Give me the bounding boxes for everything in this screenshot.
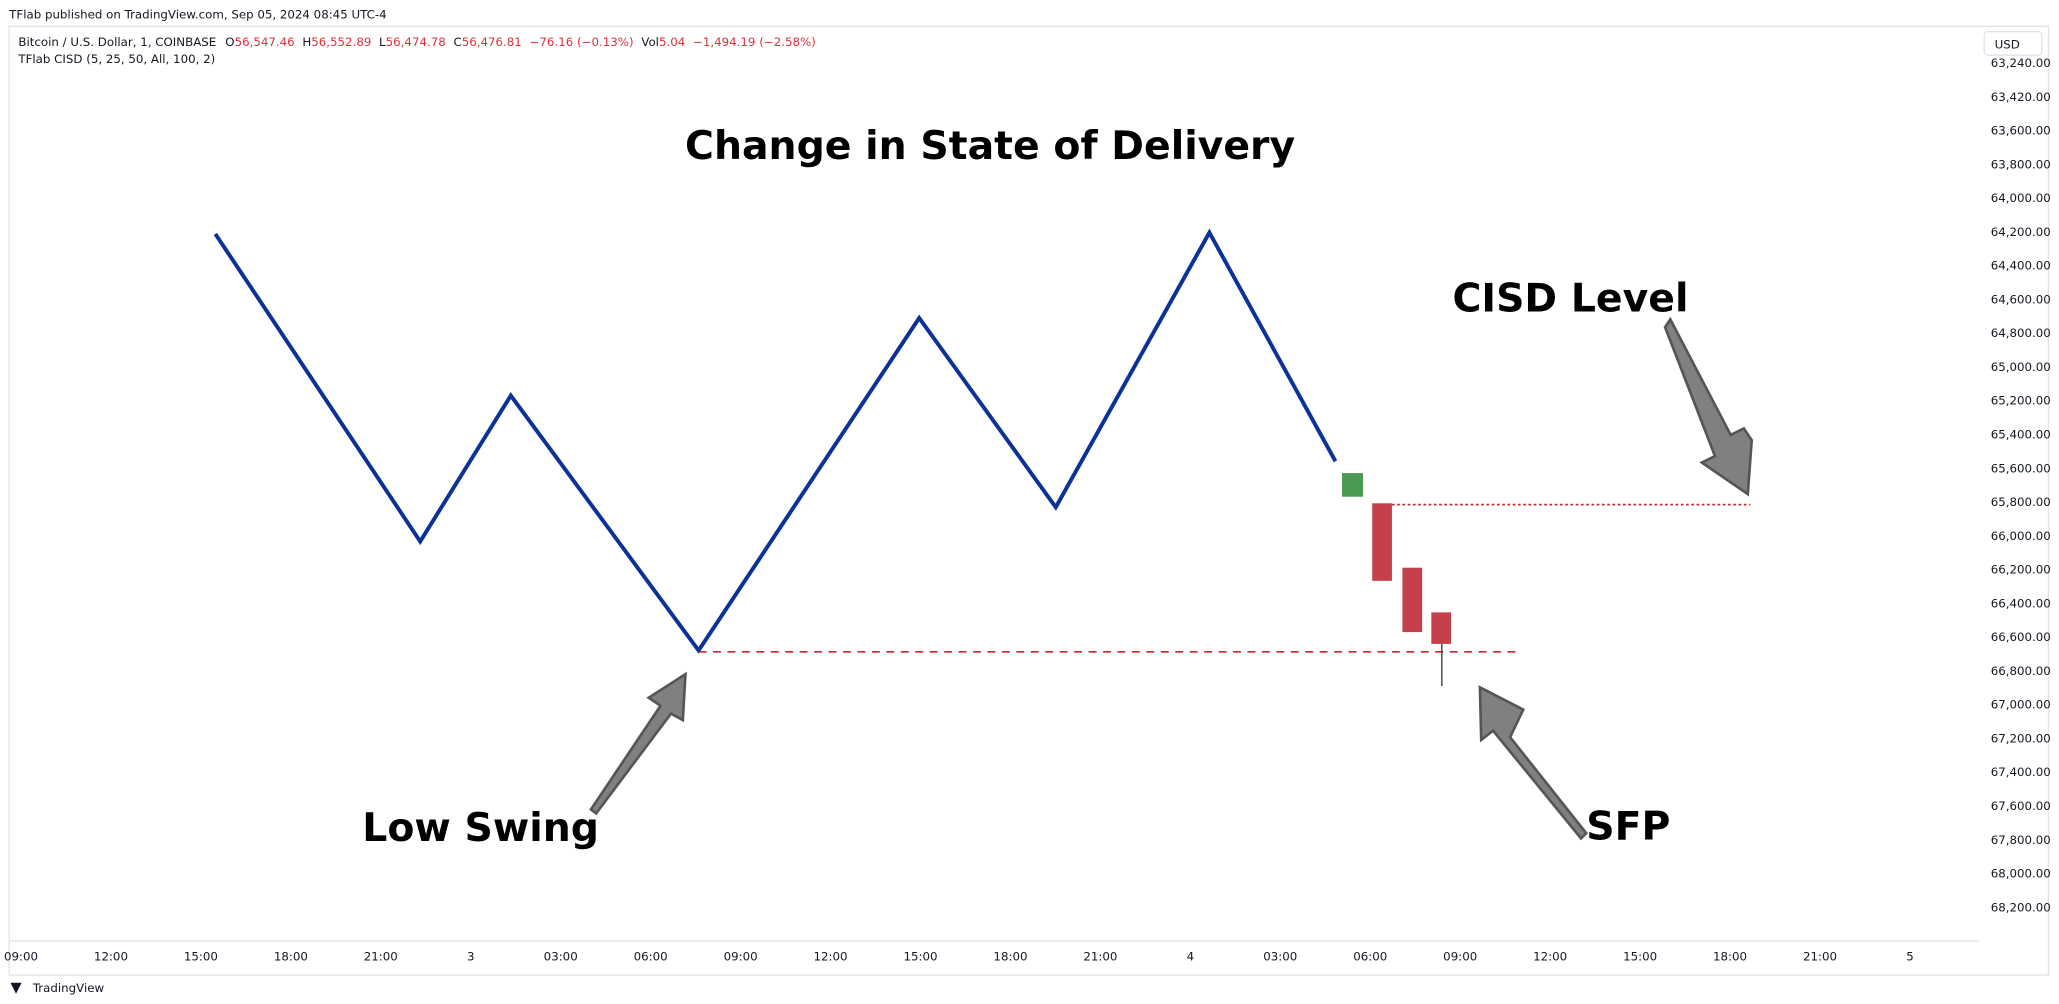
time-label: 18:00 — [274, 950, 308, 964]
price-label: 67,800.00 — [1991, 833, 2051, 847]
price-label: 64,000.00 — [1991, 191, 2051, 205]
time-label: 18:00 — [1713, 950, 1747, 964]
arrow-sfp — [1478, 685, 1589, 841]
time-label: 15:00 — [184, 950, 218, 964]
close: 56,476.81 — [462, 35, 522, 49]
price-label: 66,200.00 — [1991, 563, 2051, 577]
indicator: TFlab CISD (5, 25, 50, All, 100, 2) — [17, 52, 215, 66]
price-label: 67,000.00 — [1991, 698, 2051, 712]
price-label: 64,400.00 — [1991, 259, 2051, 273]
price-label: 65,200.00 — [1991, 394, 2051, 408]
low-label: L — [379, 35, 386, 49]
footer-logo: ▼ — [11, 980, 23, 996]
price-label: 63,800.00 — [1991, 157, 2051, 171]
time-label: 18:00 — [993, 950, 1027, 964]
candle-green — [1342, 473, 1364, 497]
high: 56,552.89 — [311, 35, 371, 49]
time-label: 3 — [467, 950, 475, 964]
time-label: 21:00 — [1083, 950, 1117, 964]
time-label: 03:00 — [544, 950, 578, 964]
price-label: 64,600.00 — [1991, 292, 2051, 306]
low: 56,474.78 — [386, 35, 446, 49]
zigzag-line — [213, 228, 1338, 654]
annotation-title: Change in State of Delivery — [685, 123, 1295, 169]
time-label: 21:00 — [1803, 950, 1837, 964]
price-label: 67,400.00 — [1991, 765, 2051, 779]
time-label: 06:00 — [634, 950, 668, 964]
price-label: 67,200.00 — [1991, 731, 2051, 745]
vol-label: Vol — [641, 35, 659, 49]
vol-change: −1,494.19 (−2.58%) — [693, 35, 816, 49]
high-label: H — [302, 35, 311, 49]
price-label: 68,000.00 — [1991, 867, 2051, 881]
legend-line: Bitcoin / U.S. Dollar, 1, COINBASE O56,5… — [18, 35, 815, 49]
time-label: 12:00 — [94, 950, 128, 964]
annotation-low-swing: Low Swing — [362, 805, 599, 851]
price-label: 64,800.00 — [1991, 326, 2051, 340]
time-label: 15:00 — [903, 950, 937, 964]
annotation-cisd: CISD Level — [1453, 275, 1689, 321]
price-label: 63,240.00 — [1991, 56, 2051, 70]
price-label: 66,400.00 — [1991, 596, 2051, 610]
open-label: O — [225, 35, 234, 49]
arrow-low-swing — [589, 671, 687, 816]
time-label: 5 — [1906, 950, 1914, 964]
open: 56,547.46 — [235, 35, 295, 49]
published-line: TFlab published on TradingView.com, Sep … — [8, 7, 386, 21]
change: −76.16 (−0.13%) — [530, 35, 634, 49]
price-label: 66,600.00 — [1991, 630, 2051, 644]
time-label: 4 — [1187, 950, 1195, 964]
currency-button[interactable] — [1983, 30, 2043, 56]
time-label: 12:00 — [814, 950, 848, 964]
time-label: 09:00 — [724, 950, 758, 964]
chart-frame — [8, 25, 2050, 976]
annotation-sfp: SFP — [1586, 804, 1670, 850]
currency[interactable]: USD — [1995, 38, 2020, 52]
vol: 5.04 — [659, 35, 685, 49]
time-label: 21:00 — [364, 950, 398, 964]
time-label: 03:00 — [1263, 950, 1297, 964]
price-label: 63,420.00 — [1991, 90, 2051, 104]
price-label: 67,600.00 — [1991, 799, 2051, 813]
candle-red — [1431, 612, 1452, 644]
price-axis: 63,240.00 63,420.00 63,600.00 63,800.00 64,0… — [1991, 56, 2051, 914]
price-label: 64,200.00 — [1991, 225, 2051, 239]
price-label: 65,600.00 — [1991, 461, 2051, 475]
price-label: 68,200.00 — [1991, 900, 2051, 914]
symbol: Bitcoin / U.S. Dollar, 1, COINBASE — [18, 35, 216, 49]
price-label: 63,600.00 — [1991, 124, 2051, 138]
price-label: 66,000.00 — [1991, 529, 2051, 543]
time-label: 15:00 — [1623, 950, 1657, 964]
arrow-cisd — [1663, 316, 1754, 497]
time-axis: 09:00 12:00 15:00 18:00 21:00 3 03:00 06:00 09:0… — [4, 950, 1914, 964]
time-label: 06:00 — [1353, 950, 1387, 964]
candle-red — [1372, 503, 1392, 581]
candle-red — [1402, 567, 1423, 633]
time-label: 12:00 — [1533, 950, 1567, 964]
price-label: 65,800.00 — [1991, 495, 2051, 509]
time-label: 09:00 — [1443, 950, 1477, 964]
close-label: C — [453, 35, 461, 49]
price-label: 66,800.00 — [1991, 664, 2051, 678]
footer: TradingView — [32, 981, 105, 995]
price-label: 65,000.00 — [1991, 360, 2051, 374]
price-label: 65,400.00 — [1991, 428, 2051, 442]
time-label: 09:00 — [4, 950, 38, 964]
